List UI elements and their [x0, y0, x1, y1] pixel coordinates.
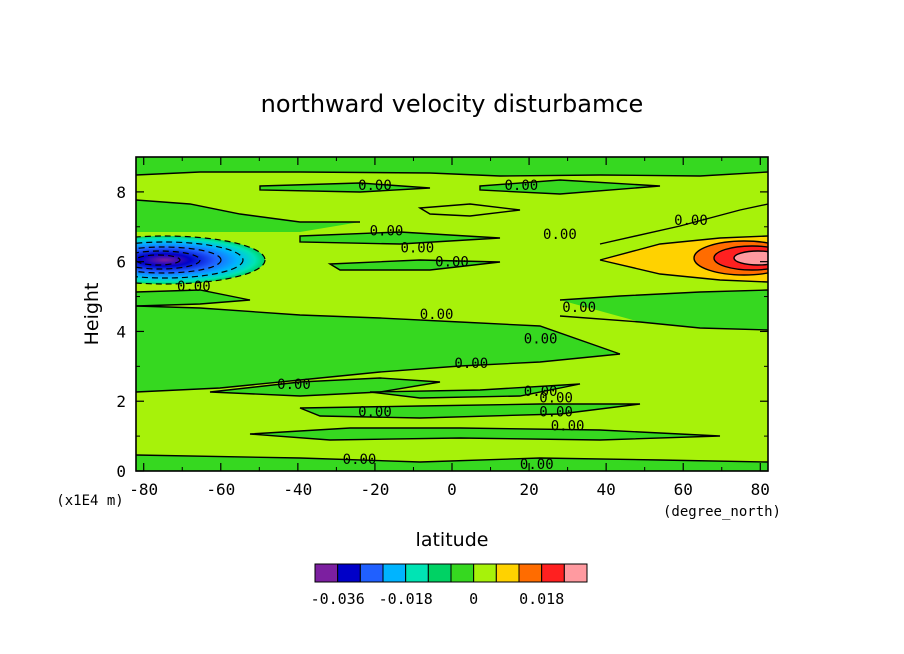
y-tick-label: 8: [116, 183, 126, 202]
x-tick-label: 20: [519, 480, 538, 499]
y-tick-label: 0: [116, 462, 126, 481]
region-band-7: [300, 404, 640, 418]
colorbar-tick-label: 0: [469, 590, 478, 608]
colorbar-swatch: [359, 563, 384, 583]
contour-label: 0.00: [454, 356, 488, 372]
contour-label: 0.00: [524, 331, 558, 347]
colorbar-swatch: [450, 563, 475, 583]
contour-label: 0.00: [539, 405, 573, 421]
region-band-8: [250, 428, 720, 440]
region-right-mid: [560, 290, 768, 330]
colorbar-tick-label: 0.018: [519, 590, 564, 608]
contour-label: 0.00: [343, 452, 377, 468]
x-tick-label: 0: [447, 480, 457, 499]
y-axis-label: Height: [81, 283, 103, 346]
region-positive-pink: [734, 251, 768, 265]
colorbar-swatch: [337, 563, 361, 583]
x-axis-label: latitude: [416, 529, 489, 551]
contour-label: 0.00: [358, 178, 392, 194]
colorbar: -0.036 -0.018 0 0.018: [311, 563, 588, 608]
contour-label: 0.00: [435, 255, 469, 271]
contour-label: 0.00: [370, 223, 404, 239]
x-tick-label: -80: [129, 480, 158, 499]
x-tick-label: -60: [206, 480, 235, 499]
y-tick-label: 4: [116, 322, 126, 341]
x-tick-label: 40: [597, 480, 616, 499]
contour-lines: [136, 171, 768, 463]
region-top-band: [136, 157, 768, 176]
colorbar-swatch: [563, 563, 588, 583]
x-tick-label: 80: [751, 480, 770, 499]
y-tick-label: 2: [116, 392, 126, 411]
colorbar-swatch: [382, 563, 407, 583]
colorbar-tick-label: -0.036: [311, 590, 365, 608]
colorbar-tick-label: -0.018: [379, 590, 433, 608]
y-axis-unit: (x1E4 m): [56, 493, 123, 509]
x-axis-unit: (degree_north): [663, 504, 781, 520]
contour-label: 0.00: [520, 457, 554, 473]
contour-label: 0.00: [551, 419, 585, 435]
chart-title: northward velocity disturbamce: [261, 90, 644, 118]
contour-label: 0.00: [505, 178, 539, 194]
x-axis: -80 -60 -40 -20 0 20 40 60 80: [129, 157, 770, 499]
contour-label: 0.00: [539, 391, 573, 407]
colorbar-swatch: [427, 563, 452, 583]
y-tick-label: 6: [116, 253, 126, 272]
colorbar-swatch: [314, 563, 339, 583]
contour-label: 0.00: [358, 405, 392, 421]
x-tick-label: 60: [674, 480, 693, 499]
colorbar-swatch: [495, 563, 520, 583]
y-axis: 0 2 4 6 8: [116, 156, 768, 481]
colorbar-swatch: [405, 563, 429, 583]
x-tick-label: -20: [360, 480, 389, 499]
contour-label: 0.00: [420, 307, 454, 323]
contour-label: 0.00: [543, 227, 577, 243]
colorbar-swatch: [473, 563, 497, 583]
region-left-lower: [136, 306, 620, 392]
colorbar-swatch: [518, 563, 543, 583]
plot-area: 0.00 0.000.000.00 0.000.000.000.000.00 0.00…: [136, 157, 768, 473]
contour-label: 0.00: [674, 213, 708, 229]
colorbar-swatch: [541, 563, 565, 583]
contour-label: 0.00: [177, 279, 211, 295]
region-upper-left: [136, 200, 360, 232]
contour-label: 0.00: [562, 300, 596, 316]
contour-label: 0.00: [400, 241, 434, 257]
x-tick-label: -40: [283, 480, 312, 499]
negative-contour-lines: [136, 235, 266, 285]
contour-label-layer: 0.00 0.000.000.00 0.000.000.000.000.00 0.00…: [177, 178, 708, 473]
contour-label: 0.00: [277, 377, 311, 393]
contour-label: 0.00: [524, 384, 558, 400]
